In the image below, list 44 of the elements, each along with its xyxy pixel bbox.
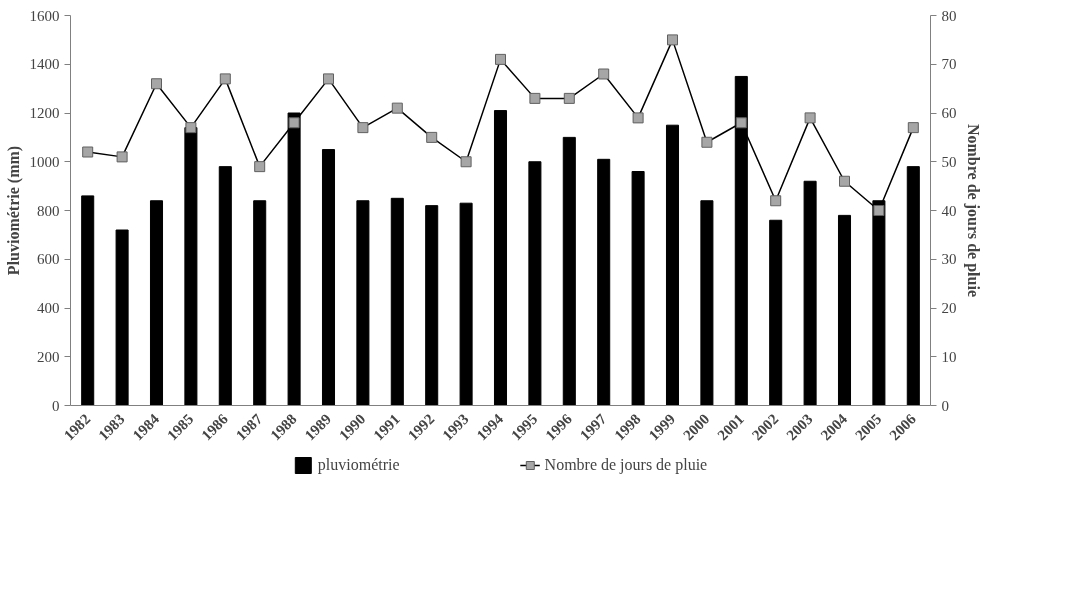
bar [149, 200, 164, 406]
y-tick-label: 200 [37, 348, 60, 365]
bar [665, 124, 680, 406]
legend-label: Nombre de jours de pluie [544, 456, 708, 474]
bar [631, 171, 645, 406]
bar [837, 214, 852, 406]
y-tick-label: 1400 [29, 56, 60, 73]
y-tick-label: 1000 [29, 153, 60, 170]
y-tick-label: 400 [37, 300, 60, 316]
bar [459, 202, 473, 406]
legend-label: pluviométrie [317, 456, 400, 474]
y2-tick-label: 40 [941, 202, 957, 219]
y2-tick-label: 30 [941, 251, 957, 268]
bar [184, 127, 198, 406]
bar [528, 161, 542, 406]
bar [769, 219, 783, 406]
y-tick-label: 800 [37, 202, 60, 219]
y2-tick-label: 60 [941, 105, 957, 121]
bar [390, 197, 404, 406]
bar [906, 166, 920, 406]
bar [81, 195, 95, 406]
bar [597, 158, 611, 406]
bar [218, 166, 232, 406]
bar [356, 200, 370, 406]
bar [562, 136, 576, 406]
bar [115, 229, 129, 406]
bar [253, 200, 267, 406]
bar [321, 149, 336, 406]
y2-tick-label: 80 [941, 7, 957, 24]
y2-axis-title: Nombre de jours de pluie [963, 123, 982, 298]
y-tick-label: 1600 [29, 7, 60, 24]
bar [700, 200, 714, 406]
bar [425, 205, 439, 406]
bar [803, 180, 817, 406]
y-tick-label: 600 [37, 251, 60, 268]
y-tick-label: 1200 [29, 105, 60, 121]
y2-tick-label: 70 [941, 56, 957, 73]
y-tick-label: 0 [52, 397, 60, 414]
bar [493, 110, 508, 406]
y2-tick-label: 50 [941, 153, 957, 170]
y-axis-title: Pluviométrie (mm) [4, 145, 23, 276]
y2-tick-label: 0 [941, 397, 949, 414]
y2-tick-label: 20 [941, 300, 957, 316]
y2-tick-label: 10 [941, 348, 957, 365]
